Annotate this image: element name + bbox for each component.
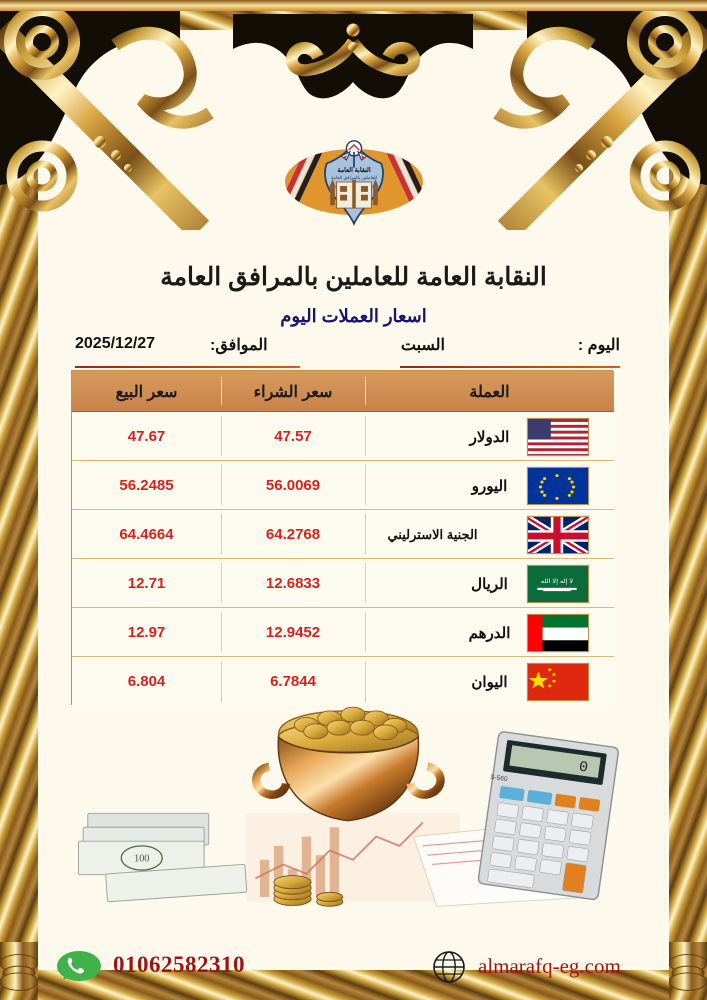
svg-text:لا إله إلا الله: لا إله إلا الله	[541, 578, 573, 585]
svg-text:100: 100	[134, 854, 149, 865]
svg-text:النقابة العامة: النقابة العامة	[337, 167, 370, 174]
